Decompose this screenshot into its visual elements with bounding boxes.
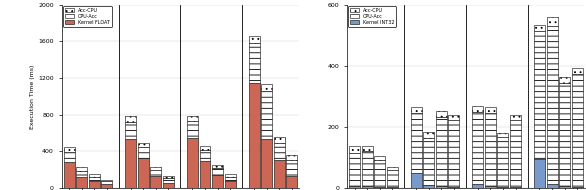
Bar [212, 168, 223, 175]
Bar [274, 143, 285, 160]
Bar [64, 162, 74, 188]
Bar [248, 36, 260, 43]
Bar [199, 150, 210, 161]
Bar [423, 185, 434, 188]
Bar [472, 184, 483, 188]
Bar [349, 153, 360, 186]
Bar [286, 176, 297, 188]
Bar [101, 181, 113, 184]
Bar [187, 138, 198, 188]
Bar [423, 138, 434, 185]
Bar [76, 167, 87, 171]
Bar [448, 187, 459, 188]
Bar [64, 147, 74, 152]
Bar [498, 133, 509, 137]
Bar [163, 176, 174, 178]
Bar [199, 161, 210, 188]
Bar [547, 25, 557, 184]
Bar [349, 146, 360, 153]
Legend: Acc-CPU, CPU-Acc, Kernel FLOAT: Acc-CPU, CPU-Acc, Kernel FLOAT [63, 6, 111, 27]
Bar [498, 187, 509, 188]
Bar [374, 160, 385, 187]
Bar [387, 167, 398, 170]
Bar [187, 121, 198, 138]
Bar [76, 177, 87, 188]
Y-axis label: Execution Time (ms): Execution Time (ms) [30, 64, 36, 129]
Bar [411, 173, 422, 188]
Bar [472, 106, 483, 112]
Bar [64, 152, 74, 162]
Bar [187, 116, 198, 121]
Bar [248, 83, 260, 188]
Bar [138, 158, 149, 188]
Bar [163, 178, 174, 183]
Bar [138, 143, 149, 147]
Bar [286, 160, 297, 176]
Bar [89, 177, 100, 181]
Bar [76, 171, 87, 177]
Bar [448, 120, 459, 187]
Bar [89, 174, 100, 177]
Bar [261, 91, 272, 139]
Bar [534, 25, 545, 31]
Bar [151, 170, 161, 176]
Bar [534, 159, 545, 188]
Bar [151, 167, 161, 170]
Bar [224, 174, 236, 177]
Bar [224, 177, 236, 181]
Bar [101, 184, 113, 188]
Bar [199, 146, 210, 150]
Bar [374, 156, 385, 160]
Bar [362, 151, 373, 186]
Bar [374, 187, 385, 188]
Bar [387, 187, 398, 188]
Bar [387, 170, 398, 187]
Bar [151, 176, 161, 188]
Bar [224, 181, 236, 188]
Bar [125, 122, 137, 139]
Bar [212, 175, 223, 188]
Bar [572, 187, 582, 188]
Bar [261, 84, 272, 91]
Bar [485, 113, 496, 186]
Bar [274, 137, 285, 143]
Bar [125, 139, 137, 188]
Bar [138, 147, 149, 158]
Bar [212, 165, 223, 168]
Bar [547, 184, 557, 188]
Bar [498, 137, 509, 187]
Bar [125, 116, 137, 122]
Bar [559, 78, 570, 83]
Legend: Acc-CPU, CPU-Acc, Kernel INT32: Acc-CPU, CPU-Acc, Kernel INT32 [349, 6, 397, 27]
Bar [436, 186, 447, 188]
Bar [436, 117, 447, 186]
Bar [261, 139, 272, 188]
Bar [411, 107, 422, 113]
Bar [559, 83, 570, 186]
Bar [559, 186, 570, 188]
Bar [362, 186, 373, 188]
Bar [248, 43, 260, 83]
Bar [163, 183, 174, 188]
Bar [510, 115, 521, 120]
Bar [274, 160, 285, 188]
Bar [89, 181, 100, 188]
Bar [485, 186, 496, 188]
Bar [423, 132, 434, 138]
Bar [362, 146, 373, 151]
Bar [485, 107, 496, 113]
Bar [572, 68, 582, 74]
Bar [510, 120, 521, 187]
Bar [510, 187, 521, 188]
Bar [572, 74, 582, 187]
Bar [349, 186, 360, 188]
Bar [101, 180, 113, 181]
Bar [534, 31, 545, 159]
Bar [448, 115, 459, 120]
Bar [472, 112, 483, 184]
Bar [436, 111, 447, 117]
Bar [286, 155, 297, 160]
Bar [547, 17, 557, 25]
Bar [411, 113, 422, 173]
